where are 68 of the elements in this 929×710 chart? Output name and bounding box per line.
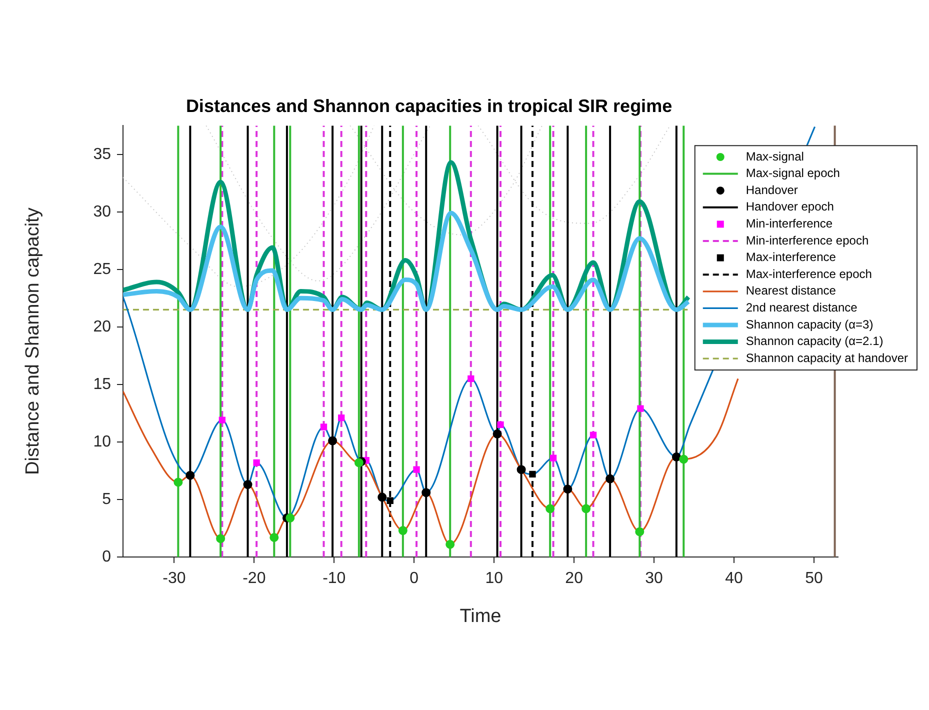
- point: [174, 478, 183, 487]
- point: [338, 414, 345, 422]
- y-tick-label: 10: [93, 433, 112, 450]
- y-tick-label: 15: [93, 376, 112, 393]
- point: [270, 532, 279, 542]
- y-tick-label: 0: [102, 548, 112, 566]
- y-tick-label: 35: [93, 146, 112, 163]
- y-tick-label: 20: [93, 318, 112, 336]
- legend-label: Shannon capacity (α=3): [746, 317, 874, 332]
- legend-label: Min-interference: [746, 216, 833, 231]
- y-tick-label: 5: [102, 490, 112, 508]
- x-tick-label: 10: [485, 570, 504, 588]
- point: [492, 429, 502, 438]
- y-tick-label: 30: [93, 203, 112, 220]
- y-axis-title: Distance and Shannon capacity: [22, 207, 44, 475]
- chart-title: Distances and Shannon capacities in tropical SIR regime: [186, 96, 672, 116]
- point: [386, 497, 394, 504]
- point: [563, 484, 572, 494]
- point: [286, 513, 295, 522]
- point: [446, 540, 455, 549]
- line-series: [478, 126, 671, 224]
- x-tick-label: -30: [162, 570, 186, 588]
- point: [468, 375, 474, 382]
- point: [216, 534, 226, 544]
- x-axis-title: Time: [460, 606, 502, 627]
- point: [590, 432, 597, 438]
- x-tick-label: -20: [242, 570, 266, 588]
- point: [637, 405, 644, 412]
- point: [546, 504, 555, 514]
- point: [679, 454, 688, 464]
- line-series: [123, 210, 691, 312]
- x-tick-label: 50: [805, 570, 824, 588]
- legend-label: Shannon capacity (α=2.1): [746, 334, 884, 348]
- legend-label: Nearest distance: [746, 284, 836, 298]
- point: [218, 416, 226, 424]
- point: [516, 465, 526, 474]
- y-tick-label: 25: [93, 260, 112, 278]
- legend-label: Shannon capacity at handover: [746, 350, 908, 365]
- point: [243, 480, 252, 490]
- legend-label: Max-signal: [746, 149, 804, 164]
- point: [378, 492, 387, 502]
- x-tick-label: 30: [645, 570, 664, 588]
- legend-label: Max-interference epoch: [746, 266, 872, 281]
- point: [186, 470, 195, 480]
- point: [606, 474, 615, 484]
- point: [413, 466, 420, 473]
- legend-label: Handover epoch: [746, 200, 834, 214]
- point: [253, 459, 260, 466]
- legend-label: Handover: [746, 182, 798, 197]
- point: [320, 424, 328, 430]
- point: [550, 454, 557, 462]
- point: [529, 470, 536, 478]
- point: [398, 526, 408, 536]
- x-tick-label: 0: [410, 570, 419, 588]
- legend-label: 2nd nearest distance: [746, 300, 858, 315]
- point: [328, 436, 338, 446]
- x-tick-label: 20: [565, 570, 584, 588]
- point: [354, 458, 364, 468]
- point: [672, 452, 681, 462]
- point: [422, 488, 431, 498]
- legend-label: Max-interference: [746, 250, 836, 264]
- x-tick-label: 40: [725, 570, 744, 588]
- legend-label: Max-signal epoch: [746, 166, 840, 180]
- x-tick-label: -10: [322, 570, 346, 588]
- point: [497, 421, 504, 428]
- point: [582, 504, 591, 514]
- point: [635, 527, 644, 536]
- legend-label: Min-interference epoch: [746, 233, 869, 248]
